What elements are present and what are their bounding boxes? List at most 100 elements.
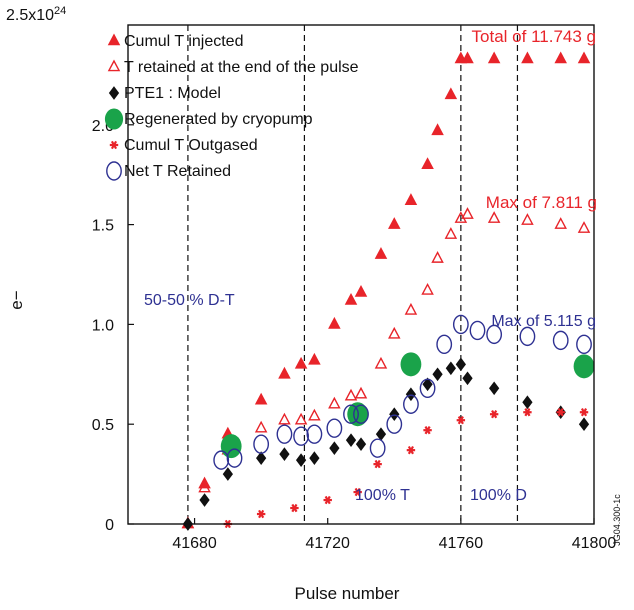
y-tick-label-0: 0 xyxy=(105,517,114,534)
series-2-point-2 xyxy=(222,467,233,481)
series-1-point-19 xyxy=(521,213,534,225)
series-5-point-1 xyxy=(226,448,243,468)
series-5-point-8 xyxy=(353,404,369,424)
series-2-point-11 xyxy=(389,407,400,422)
legend-item-0: Cumul T injected xyxy=(107,33,243,50)
series-1-point-10 xyxy=(374,356,388,369)
series-2-point-4 xyxy=(279,447,290,461)
series-5-point-19 xyxy=(576,334,592,355)
series-1-point-17 xyxy=(461,207,474,219)
series-layer xyxy=(181,51,595,531)
dashed-lines xyxy=(187,25,519,524)
series-3-point-3 xyxy=(573,354,595,379)
series-1-point-6 xyxy=(308,408,321,421)
annotation-max-net: Max of 5.115 g xyxy=(491,313,596,330)
series-5-point-13 xyxy=(436,334,453,355)
series-4-point-6 xyxy=(406,445,416,455)
series-2-point-3 xyxy=(256,451,267,465)
series-5-point-16 xyxy=(486,324,503,345)
legend: Cumul T injected T retained at the end of… xyxy=(104,33,359,181)
series-1-point-9 xyxy=(354,386,368,399)
series-2-point-16 xyxy=(455,357,466,372)
series-0-point-9 xyxy=(354,284,368,297)
series-5-point-18 xyxy=(552,330,569,351)
series-4-point-11 xyxy=(556,408,565,417)
series-1-point-21 xyxy=(577,221,591,233)
series-2-point-17 xyxy=(462,371,473,386)
series-4-point-9 xyxy=(489,410,499,419)
series-1-point-12 xyxy=(404,302,418,315)
legend-marker-1 xyxy=(107,59,121,72)
series-0-point-18 xyxy=(487,51,501,64)
series-2-point-9 xyxy=(355,437,367,451)
series-1-point-13 xyxy=(421,282,434,295)
legend-marker-3 xyxy=(104,108,124,130)
y-tick-label-2: 1.0 xyxy=(92,317,114,334)
legend-marker-0 xyxy=(107,33,121,46)
series-1-point-11 xyxy=(388,326,401,339)
series-0-point-7 xyxy=(328,316,341,329)
series-1-point-14 xyxy=(431,251,444,263)
series-5-point-15 xyxy=(469,320,486,341)
series-1-point-7 xyxy=(328,396,341,409)
x-tick-label-3: 41800 xyxy=(572,535,617,552)
series-3 xyxy=(220,352,595,459)
series-5-point-0 xyxy=(213,450,230,470)
series-2-point-1 xyxy=(199,493,210,507)
series-2-point-13 xyxy=(422,377,433,392)
series-0-point-8 xyxy=(344,292,358,305)
annotation-phase-dt: 50-50 % D-T xyxy=(144,292,235,309)
legend-item-4: Cumul T Outgased xyxy=(109,137,258,154)
series-0-point-11 xyxy=(388,217,401,229)
x-tick-label-2: 41760 xyxy=(439,535,484,552)
series-2-point-19 xyxy=(522,395,533,410)
y-tick-label-3: 1.5 xyxy=(92,218,114,235)
series-2-point-12 xyxy=(405,387,417,402)
series-1-point-3 xyxy=(254,420,268,433)
series-0-point-3 xyxy=(254,392,268,405)
series-4-point-1 xyxy=(256,509,266,519)
series-5-point-10 xyxy=(386,414,403,434)
series-0-point-21 xyxy=(577,51,591,64)
series-4-point-12 xyxy=(579,408,589,417)
legend-item-1: T retained at the end of the pulse xyxy=(107,59,359,76)
legend-label-4: Cumul T Outgased xyxy=(124,137,258,154)
series-0-point-12 xyxy=(404,193,418,205)
legend-item-5: Net T Retained xyxy=(106,161,231,181)
series-2-point-21 xyxy=(578,417,590,432)
legend-label-3: Regenerated by cryopump xyxy=(124,111,313,128)
series-0 xyxy=(181,51,591,529)
series-1-point-1 xyxy=(198,480,211,493)
series-2-point-10 xyxy=(375,427,387,442)
series-0-point-17 xyxy=(461,51,474,64)
series-1-point-5 xyxy=(294,412,308,425)
x-axis-title: Pulse number xyxy=(295,584,400,603)
y-axis-title: e− xyxy=(7,290,26,309)
plot-frame xyxy=(127,24,595,525)
legend-marker-4 xyxy=(109,140,119,150)
series-5-point-5 xyxy=(306,424,323,444)
series-4-point-3 xyxy=(323,495,332,505)
series-5-point-4 xyxy=(293,426,309,446)
series-3-point-2 xyxy=(400,352,422,377)
series-5-point-2 xyxy=(253,434,270,454)
series-2-point-7 xyxy=(329,441,340,455)
annotation-total: Total of 11.743 g xyxy=(472,27,596,46)
series-4 xyxy=(223,408,589,529)
series-4-point-10 xyxy=(523,408,532,417)
y-top-exponent: 24 xyxy=(54,5,66,17)
series-2-point-8 xyxy=(345,433,357,448)
legend-label-5: Net T Retained xyxy=(124,163,231,180)
series-5-point-12 xyxy=(419,378,436,398)
series-1-point-20 xyxy=(554,217,567,229)
series-0-point-5 xyxy=(294,356,308,369)
series-1-point-15 xyxy=(444,227,458,239)
series-0-point-19 xyxy=(521,51,534,64)
legend-label-2: PTE1 : Model xyxy=(124,85,221,102)
series-0-point-10 xyxy=(374,247,388,259)
series-4-point-8 xyxy=(456,416,466,425)
legend-label-0: Cumul T injected xyxy=(124,33,243,50)
series-5-point-3 xyxy=(276,424,293,444)
